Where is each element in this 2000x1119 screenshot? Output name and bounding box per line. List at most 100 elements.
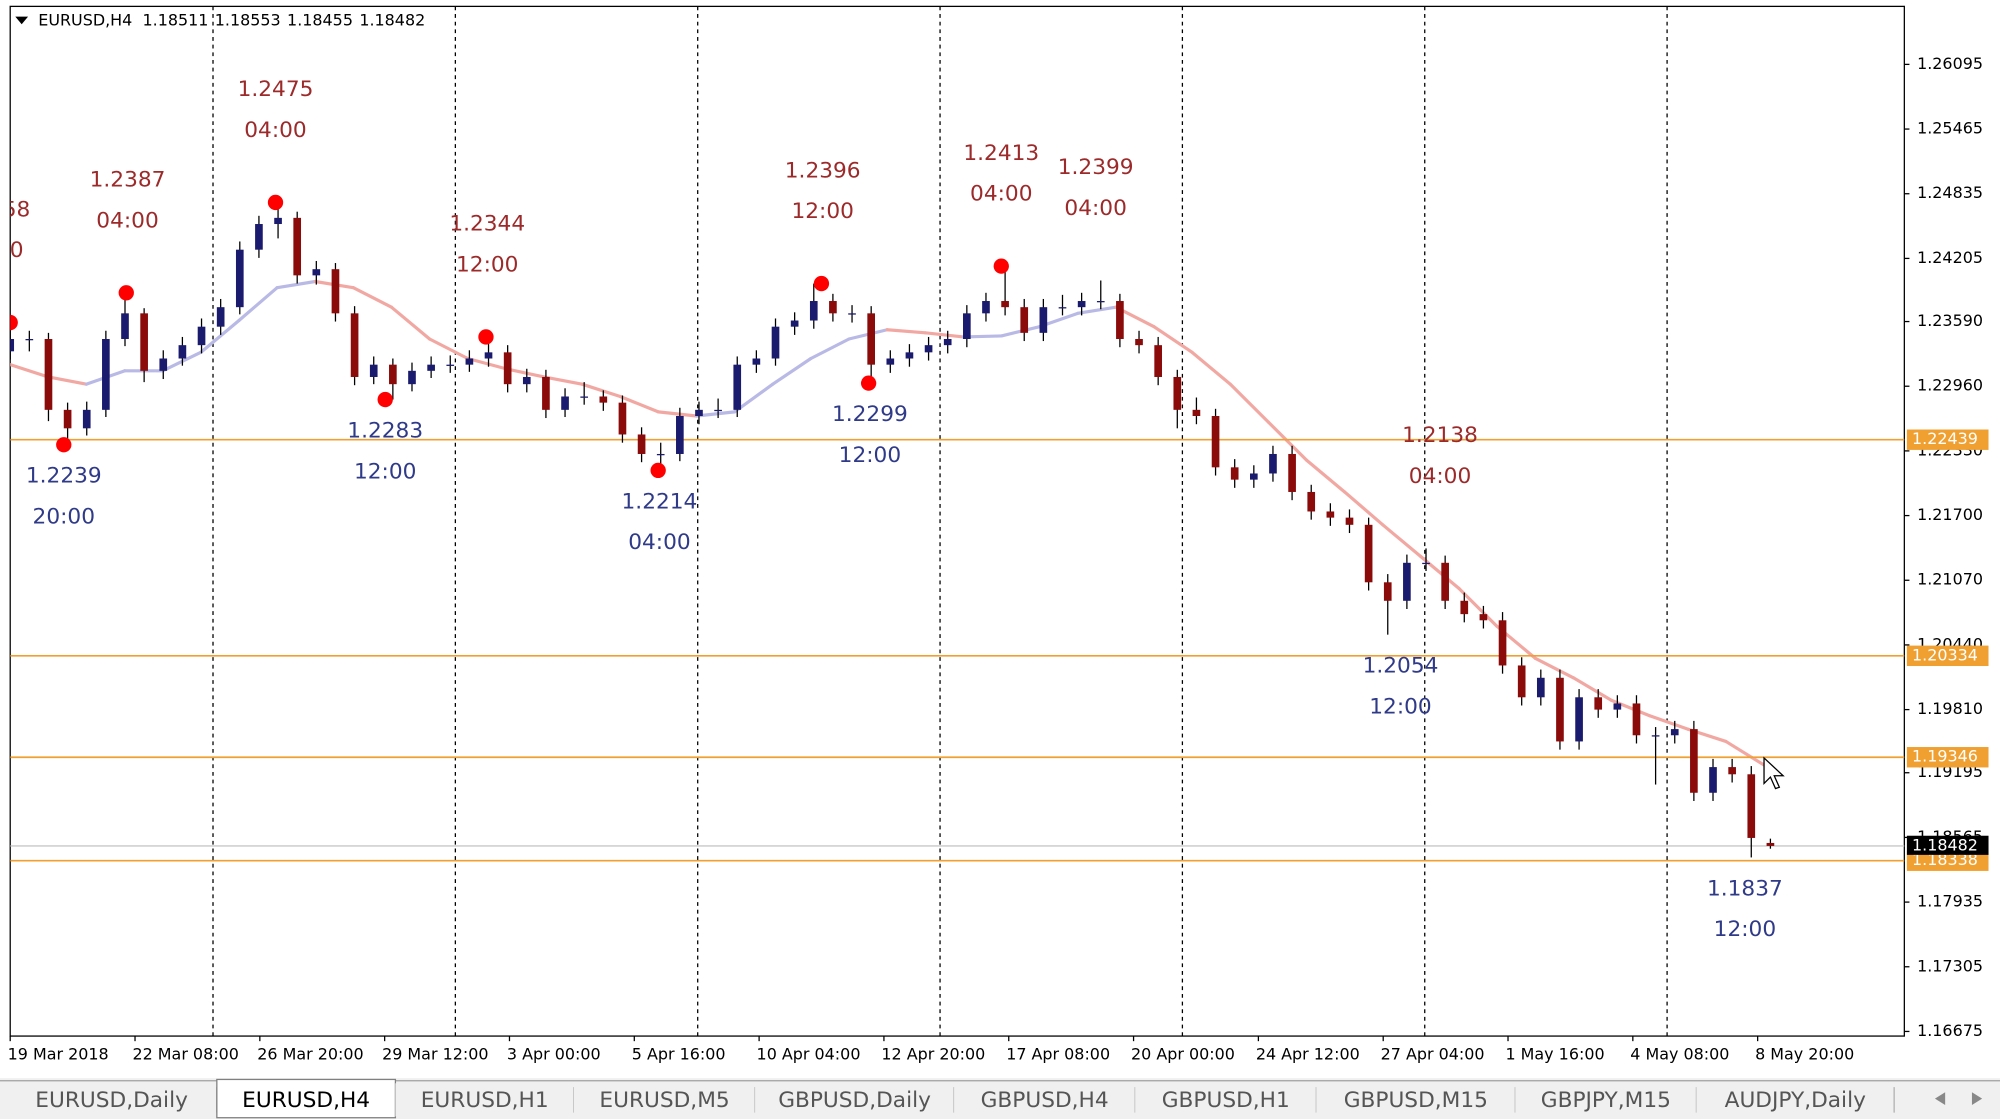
candle-body: [102, 338, 110, 410]
candle-body: [848, 313, 856, 315]
candle-body: [1422, 562, 1430, 565]
tab-bg[interactable]: [395, 1083, 574, 1117]
y-tick-label: 1.26095: [1917, 54, 1983, 73]
candle-body: [1728, 767, 1736, 775]
tab-label[interactable]: EURUSD,M5: [599, 1088, 729, 1113]
tab-label[interactable]: GBPUSD,H1: [1162, 1088, 1290, 1113]
level-price-box: [1906, 850, 1989, 871]
x-tick-label: 8 May 20:00: [1755, 1045, 1854, 1064]
candle-body: [1345, 517, 1354, 525]
candle-body: [580, 396, 589, 398]
candle-body: [522, 376, 531, 385]
scroll-left[interactable]: [1934, 1092, 1946, 1105]
candle-body: [484, 352, 493, 359]
swing-time: 04:00: [1409, 464, 1471, 489]
candle-body: [733, 364, 742, 410]
header-text: EURUSD,H4 1.18511 1.18553 1.18455 1.18482: [38, 10, 425, 29]
tab-label[interactable]: AUDJPY,Daily: [1725, 1088, 1866, 1113]
tab-bg[interactable]: [755, 1083, 955, 1117]
candle-body: [637, 434, 646, 454]
moving-average: [656, 410, 699, 418]
moving-average: [237, 286, 279, 323]
candle-body: [369, 364, 378, 377]
bid-price-label: 1.18482: [1912, 835, 1978, 854]
tab-label[interactable]: EURUSD,H4: [242, 1088, 370, 1113]
tab[interactable]: GBPUSD,H4: [954, 1083, 1136, 1117]
tab-bg[interactable]: [216, 1078, 397, 1119]
tab-label[interactable]: GBPUSD,Daily: [778, 1088, 931, 1113]
candle-body: [752, 358, 761, 365]
moving-average: [885, 328, 927, 335]
tab[interactable]: GBPUSD,M15: [1316, 1083, 1516, 1117]
candle-body: [274, 217, 282, 225]
tab[interactable]: EURUSD,Daily: [6, 1083, 218, 1117]
x-tick-label: 24 Apr 12:00: [1256, 1045, 1360, 1064]
moving-average: [580, 382, 622, 399]
tab-bg[interactable]: [1515, 1083, 1697, 1117]
candle-body: [714, 409, 722, 412]
tab-label[interactable]: GBPUSD,M15: [1344, 1088, 1488, 1113]
tab-label[interactable]: EURUSD,Daily: [35, 1088, 188, 1113]
moving-average: [1266, 420, 1309, 462]
level-price-label: 1.20334: [1912, 645, 1978, 664]
swing-price: 1.2054: [1363, 654, 1439, 679]
level-price-box: [1906, 429, 1989, 450]
swing-time: 04:00: [244, 118, 306, 143]
tab[interactable]: EURUSD,M5: [573, 1083, 756, 1117]
tab-label[interactable]: EURUSD,H1: [421, 1088, 549, 1113]
tab[interactable]: AUDJPY,Daily: [1696, 1083, 1895, 1117]
y-tick-label: 1.17935: [1917, 892, 1983, 911]
candle-body: [809, 301, 818, 321]
candle-body: [905, 352, 914, 359]
moving-average: [809, 337, 851, 361]
candle-body: [1154, 345, 1162, 377]
candle-body: [924, 345, 933, 353]
swing-time: 12:00: [1369, 694, 1431, 719]
candle-body: [1517, 665, 1526, 698]
moving-average: [10, 363, 50, 379]
moving-average: [1648, 714, 1690, 731]
candle-body: [1441, 562, 1449, 601]
moving-average: [771, 356, 813, 386]
moving-average: [1571, 676, 1614, 702]
candle-body: [695, 409, 703, 416]
menu-arrow[interactable]: [15, 16, 29, 25]
x-tick-label: 10 Apr 04:00: [757, 1045, 861, 1064]
tab-bg[interactable]: [954, 1083, 1136, 1117]
candle-body: [1556, 677, 1564, 742]
tab[interactable]: GBPJPY,M15: [1515, 1083, 1698, 1117]
tab[interactable]: EURUSD,H4: [216, 1078, 397, 1119]
swing-time: 20:00: [33, 504, 95, 529]
tab-bg[interactable]: [6, 1083, 217, 1117]
candle-body: [427, 364, 435, 371]
candle-body: [1135, 338, 1143, 346]
tab-bg[interactable]: [1316, 1083, 1516, 1117]
moving-average: [618, 394, 660, 414]
x-tick-label: 19 Mar 2018: [8, 1045, 109, 1064]
candle-body: [389, 364, 397, 385]
scroll-right[interactable]: [1971, 1092, 1983, 1105]
swing-price: 1.2387: [90, 168, 166, 193]
x-tick-label: 3 Apr 00:00: [507, 1045, 601, 1064]
tab-bg[interactable]: [1696, 1083, 1895, 1117]
tab[interactable]: GBPUSD,H1: [1135, 1083, 1317, 1117]
swing-price: 1.2138: [1402, 423, 1478, 448]
tab[interactable]: GBPUSD,Daily: [755, 1083, 955, 1117]
tab-bg[interactable]: [1135, 1083, 1317, 1117]
candle-body: [1269, 453, 1277, 474]
candle-body: [542, 376, 550, 410]
moving-average: [504, 367, 546, 379]
candle-body: [829, 301, 837, 314]
y-tick-label: 1.22960: [1917, 376, 1983, 395]
tab-label[interactable]: GBPUSD,H4: [981, 1088, 1109, 1113]
tab-label[interactable]: GBPJPY,M15: [1541, 1088, 1671, 1113]
x-tick-label: 4 May 08:00: [1630, 1045, 1729, 1064]
tab-bg[interactable]: [573, 1083, 756, 1117]
candle-body: [1383, 582, 1392, 601]
y-tick-label: 1.24835: [1917, 183, 1983, 202]
swing-time: 04:00: [628, 530, 690, 555]
candle-body: [599, 396, 608, 403]
candle-body: [312, 269, 321, 276]
tab[interactable]: EURUSD,H1: [395, 1083, 575, 1117]
open: 1.18511: [143, 10, 209, 29]
